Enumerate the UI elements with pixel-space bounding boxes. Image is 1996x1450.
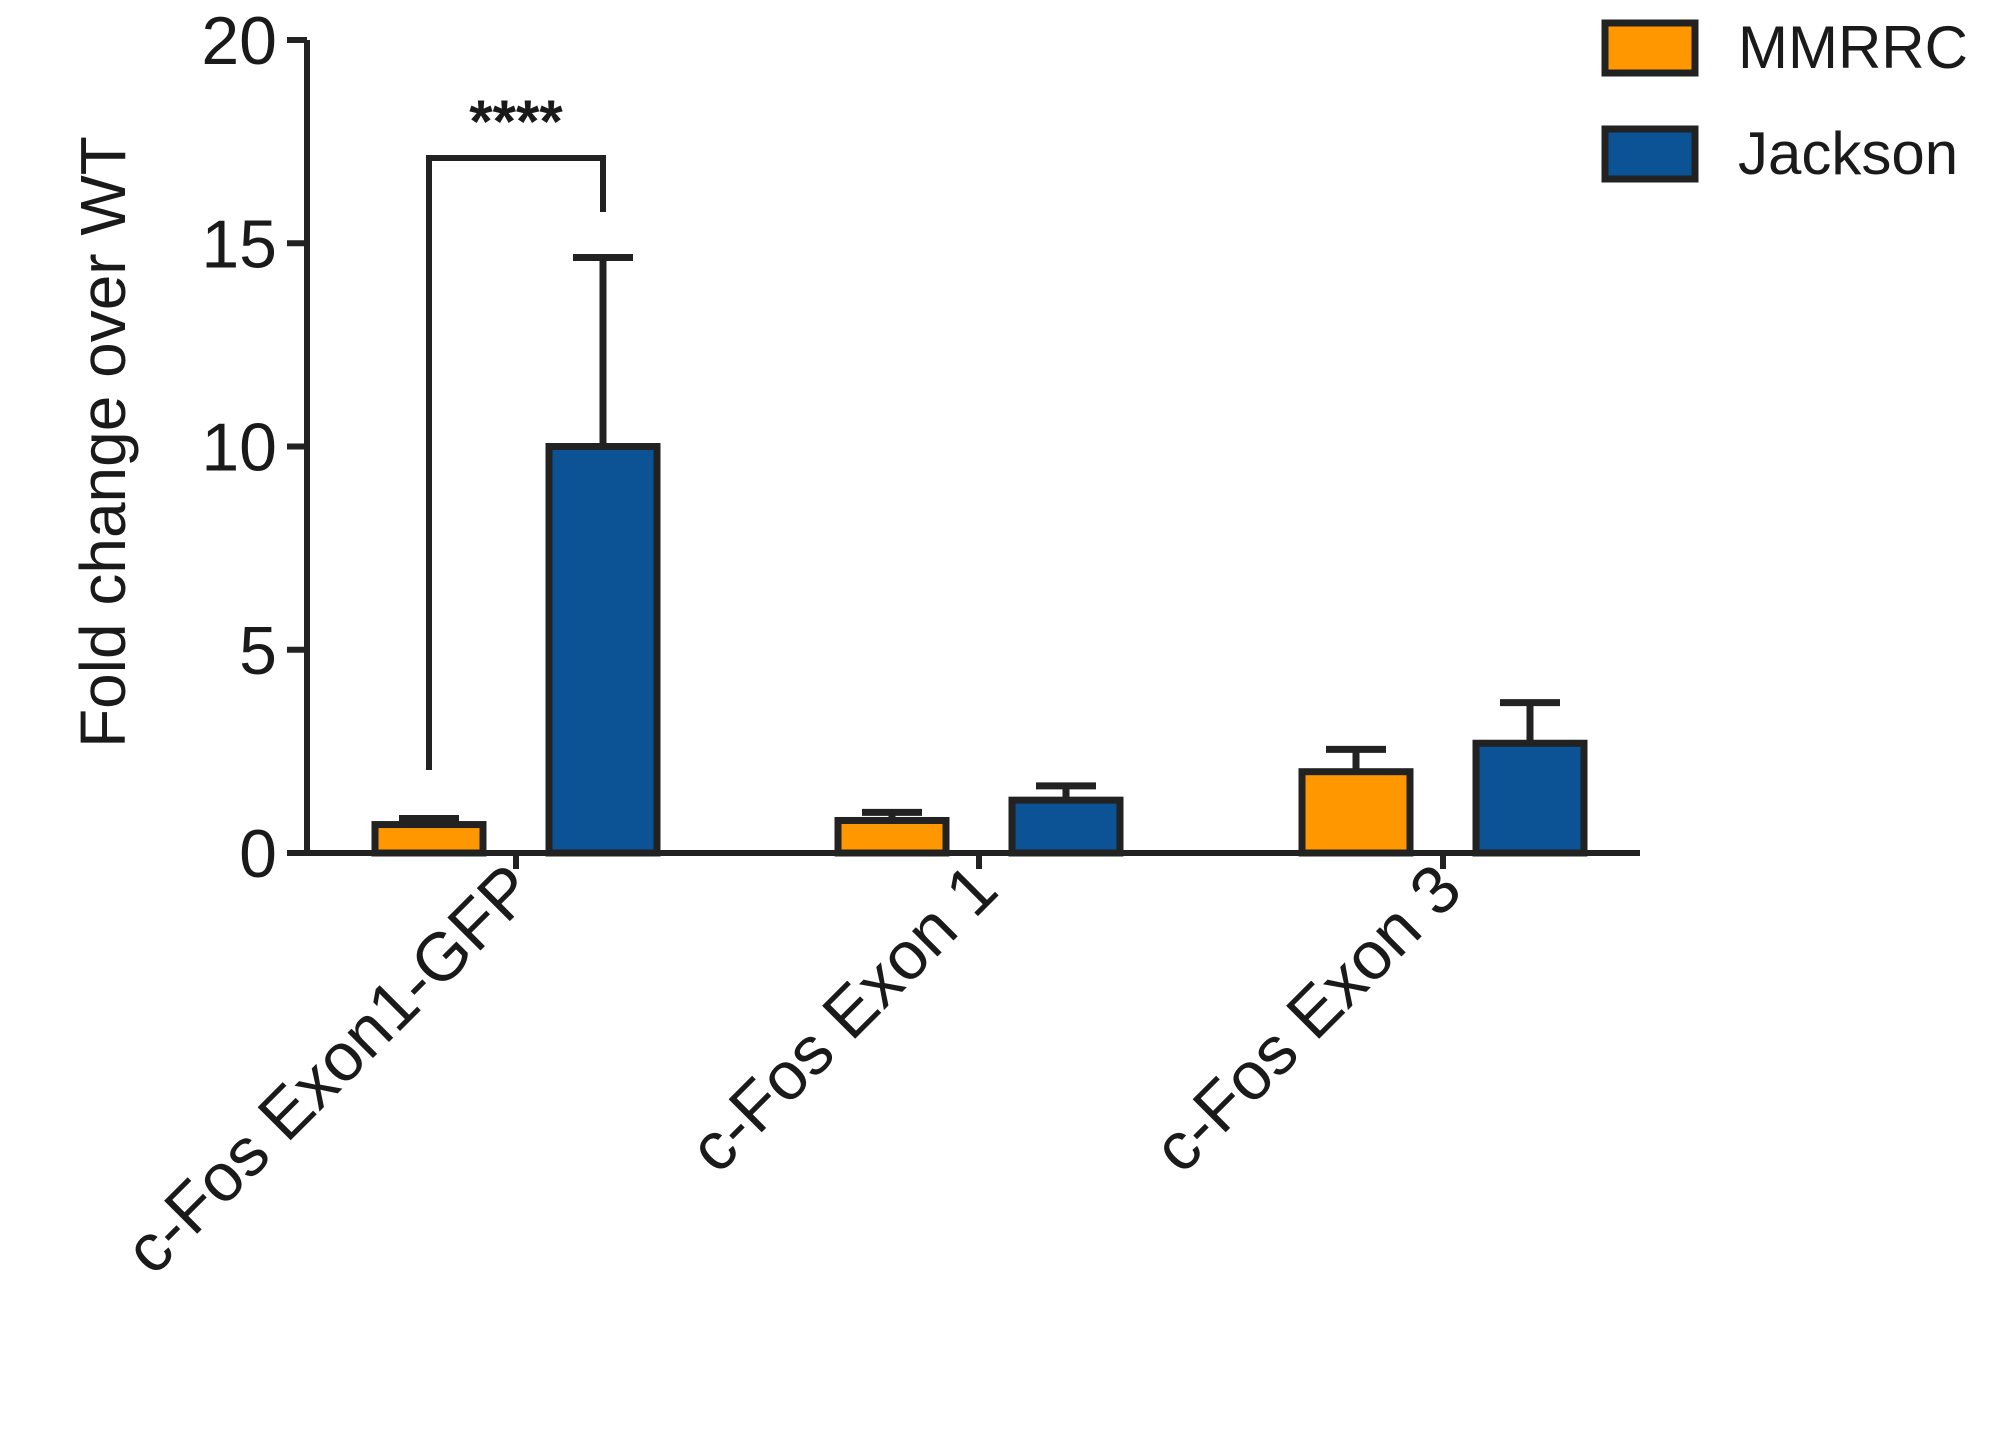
legend-swatch-jackson	[1601, 125, 1699, 183]
bar-mmrrc	[834, 816, 950, 857]
bar-jackson	[545, 443, 661, 857]
significance-label: ****	[469, 88, 563, 155]
x-tick-label: c-Fos Exon 1	[675, 850, 1012, 1187]
y-axis-label: Fold change over WT	[67, 136, 139, 748]
y-tick-label: 20	[201, 3, 277, 79]
x-tick-label: c-Fos Exon1-GFP	[110, 850, 549, 1289]
x-axis: c-Fos Exon1-GFP c-Fos Exon 1 c-Fos Exon 3	[110, 850, 1640, 1289]
bars	[371, 443, 1588, 857]
legend-swatch-mmrrc	[1601, 19, 1699, 77]
bar-jackson	[1008, 796, 1124, 857]
x-tick-label: c-Fos Exon 3	[1139, 850, 1476, 1187]
legend-label-jackson: Jackson	[1738, 120, 1958, 187]
legend: MMRRC Jackson	[1601, 14, 1968, 187]
bar-mmrrc	[1298, 768, 1414, 857]
y-tick-label: 5	[239, 613, 277, 689]
legend-label-mmrrc: MMRRC	[1738, 14, 1968, 81]
y-tick-label: 0	[239, 816, 277, 892]
significance-annotation: ****	[426, 88, 606, 770]
error-bars	[399, 253, 1560, 825]
y-tick-label: 10	[201, 410, 277, 486]
bar-mmrrc	[371, 821, 487, 857]
y-axis: 0 5 10 15 20	[201, 3, 310, 892]
bar-jackson	[1472, 739, 1588, 857]
y-tick-label: 15	[201, 206, 277, 282]
significance-bracket	[426, 155, 606, 770]
